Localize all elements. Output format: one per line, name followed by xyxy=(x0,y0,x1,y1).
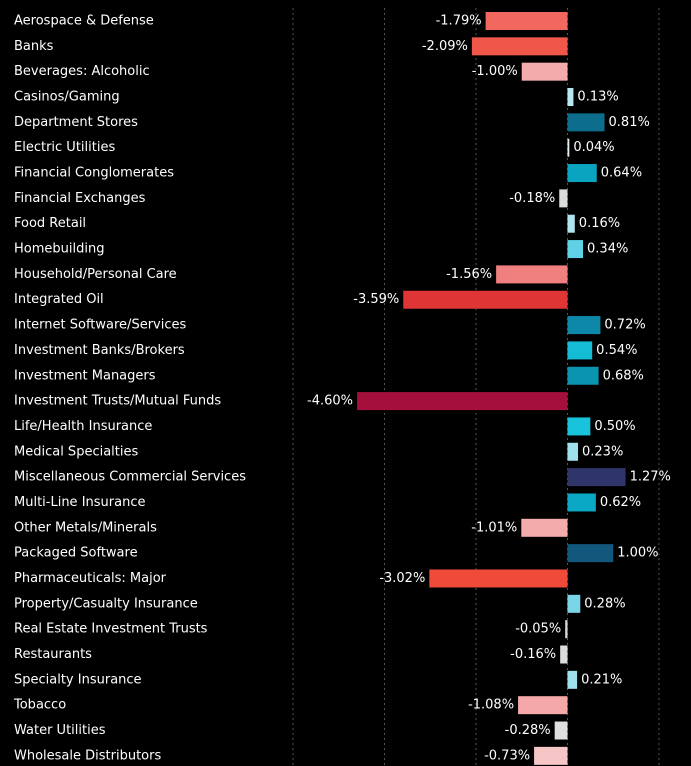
category-label: Tobacco xyxy=(13,698,66,713)
bar xyxy=(565,620,568,639)
value-label: 0.04% xyxy=(573,140,614,155)
bar xyxy=(485,12,568,30)
bar xyxy=(567,468,626,487)
value-label: -0.05% xyxy=(515,622,561,637)
bar xyxy=(403,290,568,309)
value-label: 1.00% xyxy=(617,546,658,561)
bar xyxy=(567,341,593,360)
bar xyxy=(521,518,568,537)
value-label: -0.73% xyxy=(484,748,530,763)
value-label: -1.79% xyxy=(436,14,482,29)
bar xyxy=(471,37,568,56)
bar xyxy=(521,62,568,81)
bar xyxy=(567,544,614,563)
value-label: 0.81% xyxy=(609,115,650,130)
bar xyxy=(567,417,591,436)
bar xyxy=(567,670,578,689)
category-label: Investment Managers xyxy=(14,368,156,383)
value-label: -1.00% xyxy=(472,64,518,79)
category-label: Financial Exchanges xyxy=(14,191,146,206)
category-label: Casinos/Gaming xyxy=(14,90,120,105)
category-label: Internet Software/Services xyxy=(14,318,186,333)
category-label: Homebuilding xyxy=(14,242,104,257)
category-label: Packaged Software xyxy=(14,546,138,561)
category-label: Wholesale Distributors xyxy=(14,748,161,763)
value-label: 1.27% xyxy=(630,470,671,485)
category-label: Electric Utilities xyxy=(14,140,115,155)
bar xyxy=(496,265,568,284)
bar xyxy=(567,316,601,335)
category-label: Investment Banks/Brokers xyxy=(14,343,185,358)
category-label: Banks xyxy=(14,39,54,54)
bar xyxy=(567,88,574,107)
category-label: Restaurants xyxy=(14,647,92,662)
value-label: 0.62% xyxy=(600,495,641,510)
value-label: -2.09% xyxy=(422,39,468,54)
bar xyxy=(534,746,568,765)
value-label: 0.72% xyxy=(604,318,645,333)
bar xyxy=(554,721,568,740)
value-label: 0.50% xyxy=(594,419,635,434)
category-label: Beverages: Alcoholic xyxy=(14,64,150,79)
category-label: Food Retail xyxy=(14,216,86,231)
category-label: Water Utilities xyxy=(14,723,106,738)
bar xyxy=(559,189,568,208)
value-label: 0.16% xyxy=(579,216,620,231)
bar xyxy=(567,366,599,385)
value-label: 0.28% xyxy=(584,596,625,611)
category-label: Aerospace & Defense xyxy=(14,14,154,29)
value-label: 0.21% xyxy=(581,672,622,687)
value-label: 0.34% xyxy=(587,242,628,257)
value-label: -0.28% xyxy=(505,723,551,738)
bar xyxy=(567,240,584,259)
value-label: 0.54% xyxy=(596,343,637,358)
bar xyxy=(567,113,605,132)
category-label: Pharmaceuticals: Major xyxy=(14,571,167,586)
category-label: Medical Specialties xyxy=(14,444,138,459)
category-label: Life/Health Insurance xyxy=(14,419,152,434)
bar xyxy=(567,214,575,233)
bar xyxy=(560,645,568,664)
bar xyxy=(518,696,568,715)
value-label: -0.18% xyxy=(509,191,555,206)
category-label: Integrated Oil xyxy=(14,292,104,307)
bar xyxy=(429,569,568,588)
category-label: Multi-Line Insurance xyxy=(14,495,145,510)
category-label: Department Stores xyxy=(14,115,138,130)
value-label: -3.02% xyxy=(379,571,425,586)
category-label: Investment Trusts/Mutual Funds xyxy=(14,394,221,409)
category-label: Specialty Insurance xyxy=(14,672,142,687)
value-label: -0.16% xyxy=(510,647,556,662)
category-label: Other Metals/Minerals xyxy=(14,520,157,535)
value-label: 0.64% xyxy=(601,166,642,181)
value-label: -4.60% xyxy=(307,394,353,409)
category-label: Household/Personal Care xyxy=(14,267,177,282)
category-label: Financial Conglomerates xyxy=(14,166,174,181)
bar xyxy=(567,493,596,512)
value-label: -1.56% xyxy=(446,267,492,282)
category-label: Miscellaneous Commercial Services xyxy=(14,470,246,485)
bar xyxy=(357,392,568,411)
category-label: Property/Casualty Insurance xyxy=(14,596,198,611)
value-label: 0.13% xyxy=(577,90,618,105)
value-label: 0.23% xyxy=(582,444,623,459)
bar xyxy=(567,164,597,183)
value-label: -1.01% xyxy=(471,520,517,535)
bar xyxy=(567,594,581,613)
bar xyxy=(567,138,570,157)
value-label: -3.59% xyxy=(353,292,399,307)
value-label: 0.68% xyxy=(603,368,644,383)
bar xyxy=(567,442,579,461)
category-label: Real Estate Investment Trusts xyxy=(14,622,208,637)
value-label: -1.08% xyxy=(468,698,514,713)
